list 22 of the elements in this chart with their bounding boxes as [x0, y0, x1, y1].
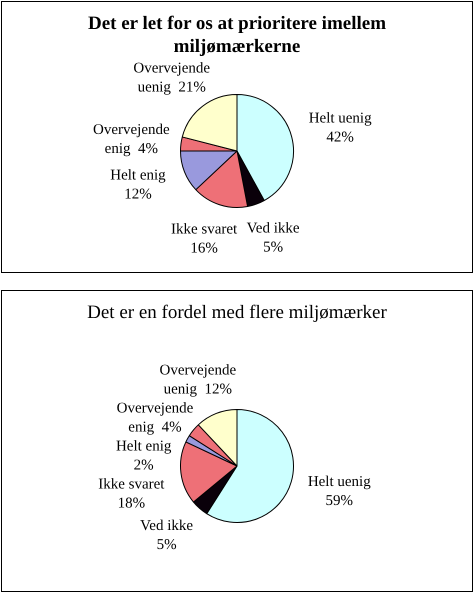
data-label: 5%: [263, 239, 284, 256]
slice-label: Ikke svaret: [170, 221, 238, 238]
slice-label: Overvejende enig 4%: [93, 122, 170, 157]
slice-label: Helt enig: [110, 167, 166, 184]
slice-label: Helt uenig: [308, 110, 372, 126]
slice-label: Ved ikke: [246, 220, 300, 236]
chart-title: Det er let for os at prioritere imellem miljømærkerne: [86, 12, 388, 58]
data-label: 16%: [190, 240, 218, 256]
slice-label: Overvejende enig 4%: [116, 400, 194, 436]
slice-label: Helt uenig: [308, 474, 372, 490]
data-label: 59%: [326, 493, 354, 510]
slice-label: Overvejende uenig 21%: [133, 60, 210, 96]
data-label: 42%: [326, 129, 354, 146]
slice-label: Overvejende uenig 12%: [159, 362, 236, 398]
slice-label: Ikke svaret: [98, 476, 166, 492]
data-label: 5%: [156, 536, 177, 553]
chart-title: Det er en fordel med flere miljømærker: [86, 301, 388, 324]
slice-label: Ved ikke: [140, 518, 194, 534]
data-label: 18%: [118, 495, 146, 512]
slice-label: Helt enig: [116, 438, 172, 454]
data-label: 2%: [134, 457, 154, 474]
data-label: 12%: [124, 186, 152, 202]
